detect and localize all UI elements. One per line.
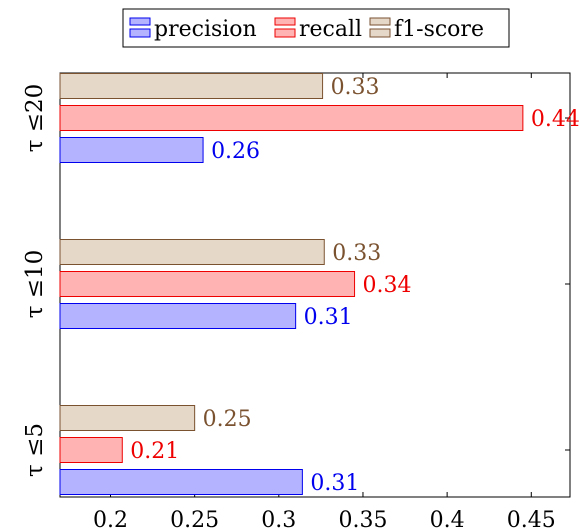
bar-precision (59, 303, 297, 329)
bar-f1-score (59, 73, 324, 99)
bar-precision (59, 137, 204, 163)
data-label-recall: 0.44 (531, 107, 580, 132)
bar-recall (59, 105, 524, 131)
x-tick-label: 0.25 (170, 508, 219, 530)
y-tick-label: τ ≤20 (22, 84, 48, 153)
data-label-f1-score: 0.33 (332, 241, 381, 266)
legend-label-f1-score: f1-score (394, 17, 484, 42)
data-label-precision: 0.26 (211, 139, 260, 164)
x-tick-label: 0.45 (507, 508, 556, 530)
bar-precision (59, 469, 303, 495)
data-label-f1-score: 0.25 (203, 407, 252, 432)
legend-swatch-precision (129, 28, 151, 38)
x-tick-label: 0.2 (93, 508, 128, 530)
bar-f1-score (59, 239, 325, 265)
data-label-precision: 0.31 (310, 471, 359, 496)
x-tick-label: 0.3 (261, 508, 296, 530)
y-tick-label: τ ≤5 (22, 423, 48, 477)
bar-recall (59, 437, 123, 463)
plot-area: 0.2 0.25 0.3 0.35 0.4 0.45 τ ≤5 0.31 0.21 0.25 τ ≤… (22, 72, 580, 530)
data-label-precision: 0.31 (304, 305, 353, 330)
x-tick-label: 0.4 (430, 508, 465, 530)
data-label-recall: 0.34 (363, 273, 412, 298)
legend-label-recall: recall (299, 17, 362, 42)
x-tick-label: 0.35 (338, 508, 387, 530)
legend-swatch-f1-score (369, 28, 391, 38)
data-label-f1-score: 0.33 (331, 75, 380, 100)
legend-swatch-f1-score (369, 17, 391, 26)
legend: precision recall f1-score (122, 8, 510, 48)
legend-swatch-recall (274, 28, 296, 38)
legend-swatch-precision (129, 17, 151, 26)
legend-label-precision: precision (154, 17, 257, 42)
bar-recall (59, 271, 356, 297)
bar-f1-score (59, 405, 196, 431)
data-label-recall: 0.21 (130, 439, 179, 464)
legend-box (122, 8, 510, 48)
legend-swatch-recall (274, 17, 296, 26)
y-tick-label: τ ≤10 (22, 250, 48, 319)
